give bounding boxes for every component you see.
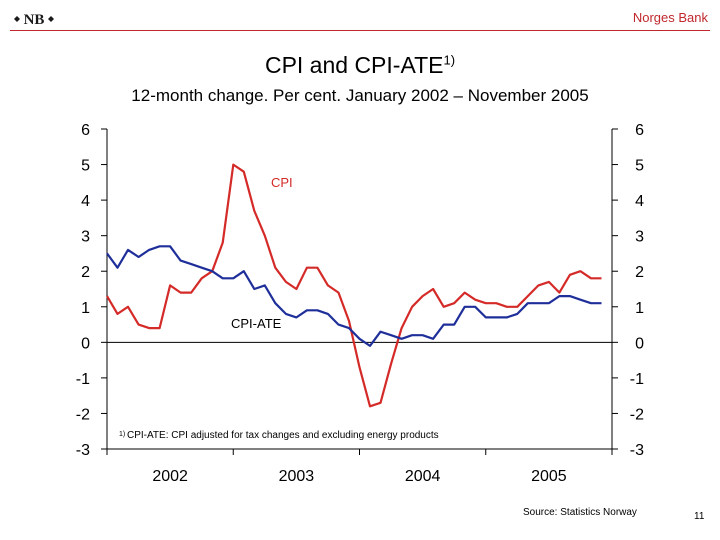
y-tick-label-right: -1 <box>630 371 644 388</box>
chart-labels: CPI CPI-ATE <box>231 175 293 331</box>
bank-name: Norges Bank <box>632 10 708 25</box>
y-tick-label-right: 4 <box>635 193 644 210</box>
y-tick-label-right: -3 <box>630 442 644 459</box>
y-tick-label-left: 3 <box>81 229 90 246</box>
series-line-cpi <box>106 163 602 408</box>
y-tick-label-right: 2 <box>635 264 644 281</box>
y-tick-label-left: 2 <box>81 264 90 281</box>
x-tick-label: 2002 <box>152 468 188 485</box>
y-tick-label-left: 1 <box>81 300 90 317</box>
y-tick-label-left: 5 <box>81 158 90 175</box>
y-tick-label-left: -2 <box>76 406 90 423</box>
chart-title: CPI and CPI-ATE1) <box>0 52 720 79</box>
y-tick-label-right: 0 <box>635 335 644 352</box>
y-tick-label-right: 3 <box>635 229 644 246</box>
y-tick-label-left: 4 <box>81 193 90 210</box>
x-tick-label: 2005 <box>531 468 567 485</box>
footnote-marker: 1) <box>119 431 125 438</box>
y-tick-label-right: 1 <box>635 300 644 317</box>
y-tick-label-left: -3 <box>76 442 90 459</box>
y-tick-label-left: 0 <box>81 335 90 352</box>
title-footnote-marker: 1) <box>443 52 456 68</box>
x-tick-label: 2003 <box>279 468 315 485</box>
source-note: Source: Statistics Norway <box>523 507 637 518</box>
footnote-text: CPI-ATE: CPI adjusted for tax changes an… <box>127 430 439 441</box>
x-tick-label: 2004 <box>405 468 441 485</box>
y-tick-label-right: 5 <box>635 158 644 175</box>
chart-footnote: 1) CPI-ATE: CPI adjusted for tax changes… <box>119 430 439 441</box>
y-tick-label-left: -1 <box>76 371 90 388</box>
chart-subtitle: 12-month change. Per cent. January 2002 … <box>131 86 589 105</box>
axes: -3 -3 -2 -2 -1 -1 0 0 1 1 2 2 3 3 4 4 5 5 6 6 2002 2003 2004 20… <box>76 122 644 485</box>
logo-lettering: NB <box>24 12 45 28</box>
y-tick-label-right: -2 <box>630 406 644 423</box>
series-line-cpi-ate <box>106 245 602 347</box>
series-label-cpi: CPI <box>271 175 293 190</box>
norges-bank-logo: NB <box>14 12 54 28</box>
chart-title-text: CPI and CPI-ATE <box>264 52 444 78</box>
header-divider <box>10 30 710 31</box>
series-label-cpi-ate: CPI-ATE <box>231 316 282 331</box>
y-tick-label-right: 6 <box>635 122 644 139</box>
y-tick-label-left: 6 <box>81 122 90 139</box>
page-number: 11 <box>694 511 705 522</box>
series-lines <box>106 163 602 408</box>
